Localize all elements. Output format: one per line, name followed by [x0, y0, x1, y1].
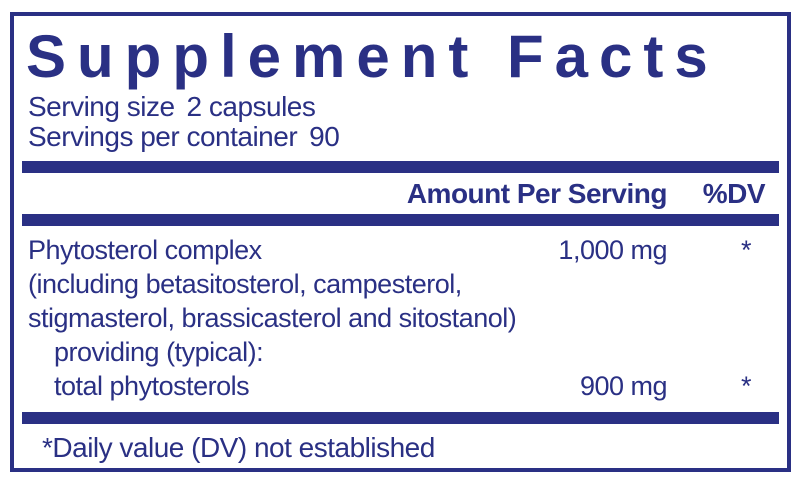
serving-info: Serving size 2 capsules Servings per cont…	[22, 92, 779, 152]
ingredient-name: total phytosterols	[54, 371, 250, 401]
ingredient-amount	[516, 301, 673, 335]
ingredient-name: Phytosterol complex	[28, 235, 262, 265]
serving-size-line: Serving size 2 capsules	[28, 92, 779, 122]
serving-size-label: Serving size	[28, 91, 175, 122]
divider-bar-top	[22, 161, 779, 173]
ingredient-amount: 1,000 mg	[558, 235, 667, 265]
ingredient-name: providing (typical):	[54, 337, 264, 367]
serving-size-value: 2 capsules	[186, 91, 316, 122]
dv-footnote: *Daily value (DV) not established	[42, 432, 435, 463]
table-row: total phytosterols 900 mg *	[22, 369, 779, 403]
ingredient-amount: 900 mg	[579, 371, 668, 401]
divider-bar-middle	[22, 214, 779, 226]
servings-per-container-line: Servings per container 90	[28, 122, 779, 152]
table-row: providing (typical):	[22, 335, 779, 369]
servings-per-container-label: Servings per container	[28, 121, 298, 152]
percent-dv-header: %DV	[702, 177, 766, 209]
servings-per-container-value: 90	[309, 121, 340, 152]
ingredient-dv	[667, 267, 779, 301]
table-header: Amount Per Serving %DV	[22, 173, 779, 214]
ingredient-table: Phytosterol complex 1,000 mg * (includin…	[22, 226, 779, 403]
amount-per-serving-header: Amount Per Serving	[406, 177, 668, 209]
ingredient-dv	[667, 335, 779, 369]
supplement-facts-panel: Supplement Facts Serving size 2 capsules …	[10, 12, 791, 472]
page-title: Supplement Facts	[26, 23, 719, 90]
table-row: (including betasitosterol, campesterol,	[22, 267, 779, 301]
ingredient-name: stigmasterol, brassicasterol and sitosta…	[28, 303, 517, 333]
ingredient-amount	[497, 335, 667, 369]
ingredient-dv	[673, 301, 779, 335]
table-row: Phytosterol complex 1,000 mg *	[22, 233, 779, 267]
ingredient-name: (including betasitosterol, campesterol,	[28, 269, 462, 299]
ingredient-dv: *	[740, 235, 752, 265]
divider-bar-bottom	[22, 412, 779, 424]
table-row: stigmasterol, brassicasterol and sitosta…	[22, 301, 779, 335]
ingredient-amount	[497, 267, 667, 301]
ingredient-dv: *	[740, 371, 752, 401]
